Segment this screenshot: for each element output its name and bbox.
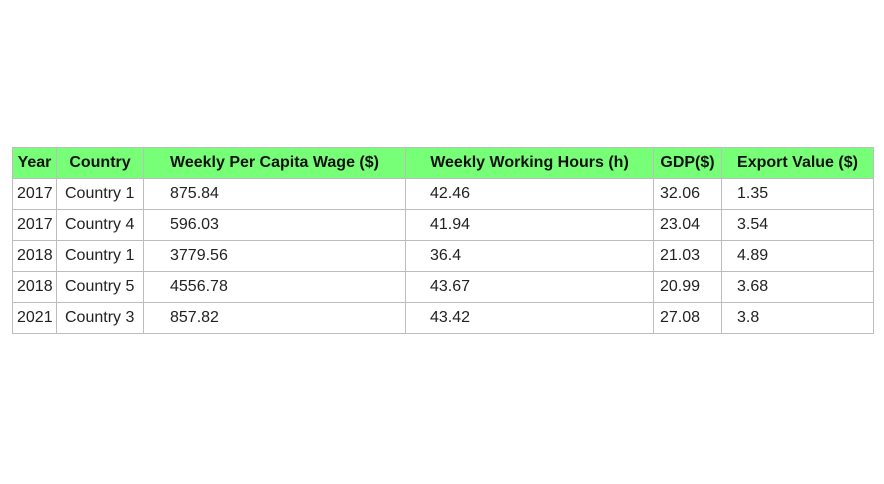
table-row: 2018 Country 5 4556.78 43.67 20.99 3.68: [12, 271, 874, 303]
table-cell: 2017: [12, 209, 57, 241]
table-cell: 2018: [12, 271, 57, 303]
table-cell: 2021: [12, 302, 57, 334]
table-row: 2017 Country 1 875.84 42.46 32.06 1.35: [12, 178, 874, 210]
table-cell: 43.42: [405, 302, 654, 334]
table-cell: 857.82: [143, 302, 406, 334]
column-header-export-value: Export Value ($): [721, 147, 874, 179]
table-cell: Country 1: [56, 178, 144, 210]
table-row: 2018 Country 1 3779.56 36.4 21.03 4.89: [12, 240, 874, 272]
table-cell: 3779.56: [143, 240, 406, 272]
table-cell: 3.54: [721, 209, 874, 241]
table-cell: 20.99: [653, 271, 722, 303]
data-table-container: Year Country Weekly Per Capita Wage ($) …: [12, 147, 874, 334]
column-header-weekly-wage: Weekly Per Capita Wage ($): [143, 147, 406, 179]
column-header-weekly-hours: Weekly Working Hours (h): [405, 147, 654, 179]
column-header-country: Country: [56, 147, 144, 179]
column-header-gdp: GDP($): [653, 147, 722, 179]
table-cell: 27.08: [653, 302, 722, 334]
header-row: Year Country Weekly Per Capita Wage ($) …: [12, 147, 874, 179]
table-cell: 32.06: [653, 178, 722, 210]
table-cell: 596.03: [143, 209, 406, 241]
table-cell: 2018: [12, 240, 57, 272]
table-row: 2017 Country 4 596.03 41.94 23.04 3.54: [12, 209, 874, 241]
table-row: 2021 Country 3 857.82 43.42 27.08 3.8: [12, 302, 874, 334]
table-cell: 21.03: [653, 240, 722, 272]
table-cell: 875.84: [143, 178, 406, 210]
table-cell: 3.8: [721, 302, 874, 334]
table-cell: 41.94: [405, 209, 654, 241]
table-cell: 2017: [12, 178, 57, 210]
table-cell: 36.4: [405, 240, 654, 272]
data-table: Year Country Weekly Per Capita Wage ($) …: [12, 147, 874, 334]
table-cell: Country 4: [56, 209, 144, 241]
table-cell: 1.35: [721, 178, 874, 210]
table-cell: Country 3: [56, 302, 144, 334]
table-cell: 4.89: [721, 240, 874, 272]
table-cell: Country 5: [56, 271, 144, 303]
table-cell: 23.04: [653, 209, 722, 241]
table-cell: 42.46: [405, 178, 654, 210]
column-header-year: Year: [12, 147, 57, 179]
table-cell: Country 1: [56, 240, 144, 272]
table-cell: 43.67: [405, 271, 654, 303]
table-cell: 3.68: [721, 271, 874, 303]
table-cell: 4556.78: [143, 271, 406, 303]
